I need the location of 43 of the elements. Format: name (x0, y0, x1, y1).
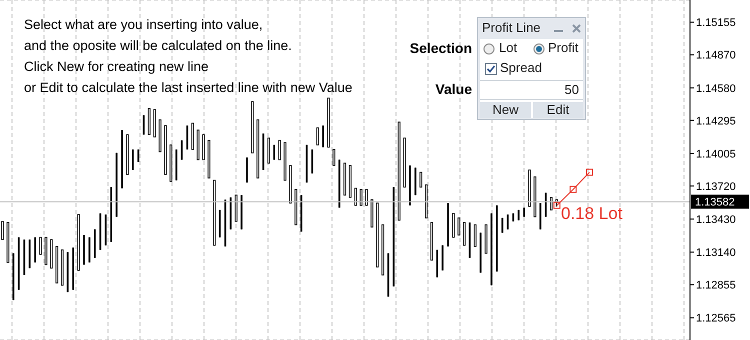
annotation: Profit Line (482, 20, 541, 35)
y-tick-label: 1.12855 (696, 280, 736, 292)
candlestick (354, 188, 357, 206)
candlestick (550, 196, 553, 210)
annotation: Lot (499, 40, 518, 55)
annotation: Spread (500, 60, 542, 75)
candlestick (322, 125, 324, 148)
y-tick-label: 1.14005 (696, 148, 736, 160)
annotation: 50 (564, 82, 579, 97)
candlestick (420, 172, 422, 188)
point (553, 202, 560, 209)
candlestick (474, 224, 476, 247)
annotation: Value (434, 81, 472, 97)
y-tick-label: 1.13430 (696, 214, 736, 226)
y-tick-label: 1.14870 (696, 50, 736, 62)
ref-line-label: 1.13582 (695, 196, 735, 209)
candlestick (39, 236, 42, 255)
candlestick (278, 140, 281, 160)
point (586, 168, 593, 176)
annotation: New (480, 102, 531, 118)
annotation: Click New for creating new line (24, 58, 210, 76)
y-tick-label: 1.14580 (696, 82, 736, 95)
candlestick (316, 127, 319, 146)
annotation: Select what are you inserting into value, (24, 16, 264, 34)
y-tick-label: 1.13720 (696, 180, 736, 193)
candlestick (452, 212, 455, 238)
annotation: Edit (533, 102, 583, 118)
candlestick (463, 222, 466, 246)
candlestick (332, 149, 336, 166)
candlestick (360, 188, 362, 206)
y-tick-label: 1.12565 (696, 312, 736, 325)
y-tick-label: 1.13140 (696, 247, 736, 260)
annotation: or Edit to calculate the last inserted line with new Value (24, 79, 352, 97)
annotation: Selection (408, 40, 472, 56)
candlestick (458, 218, 460, 236)
annotation: and the oposite will be calculated on the line. (24, 37, 293, 55)
y-tick-label: 1.15155 (696, 17, 736, 30)
candlestick (365, 188, 368, 206)
point (570, 186, 577, 193)
annotation: Profit (548, 40, 578, 55)
annotation: 0.18 Lot (561, 204, 622, 224)
candlestick (523, 207, 525, 218)
y-tick-label: 1.14295 (696, 115, 736, 128)
